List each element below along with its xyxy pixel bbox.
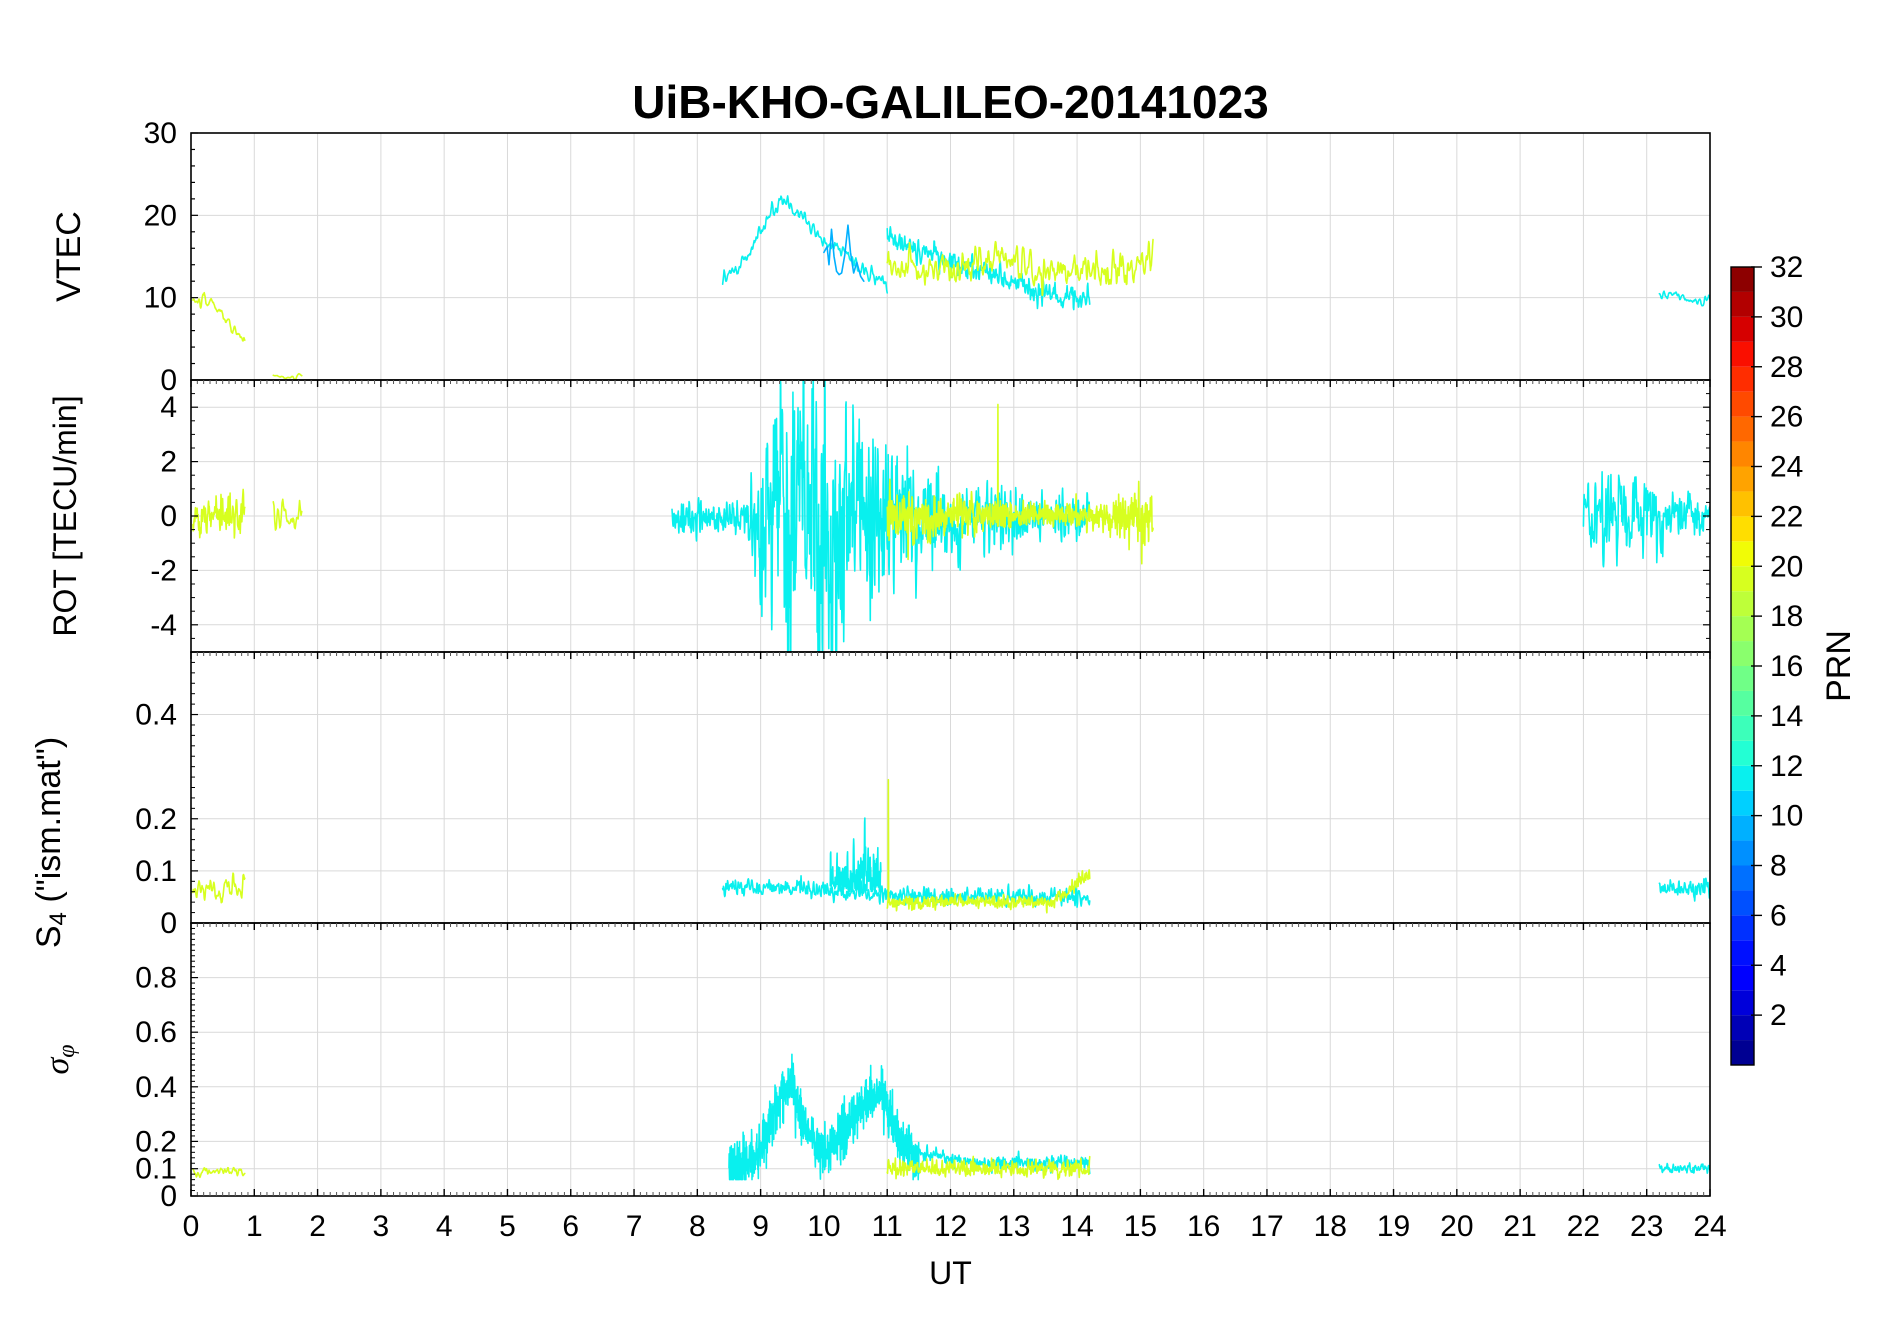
svg-text:0.2: 0.2 — [135, 803, 177, 836]
svg-text:4: 4 — [1770, 949, 1787, 982]
svg-text:16: 16 — [1187, 1210, 1220, 1243]
svg-text:12: 12 — [934, 1210, 967, 1243]
svg-text:VTEC: VTEC — [50, 211, 88, 302]
svg-text:22: 22 — [1567, 1210, 1600, 1243]
svg-text:9: 9 — [752, 1210, 769, 1243]
svg-text:PRN: PRN — [1820, 630, 1858, 702]
svg-text:-4: -4 — [150, 609, 177, 642]
svg-text:0.4: 0.4 — [135, 699, 177, 732]
svg-text:ROT [TECU/min]: ROT [TECU/min] — [47, 395, 83, 636]
svg-text:6: 6 — [1770, 899, 1787, 932]
svg-text:0: 0 — [160, 907, 177, 940]
svg-text:10: 10 — [807, 1210, 840, 1243]
svg-text:20: 20 — [1440, 1210, 1473, 1243]
svg-text:15: 15 — [1124, 1210, 1157, 1243]
svg-text:32: 32 — [1770, 251, 1803, 284]
svg-text:4: 4 — [436, 1210, 453, 1243]
svg-text:23: 23 — [1630, 1210, 1663, 1243]
svg-text:0: 0 — [160, 500, 177, 533]
svg-text:0.8: 0.8 — [135, 962, 177, 995]
svg-text:24: 24 — [1770, 451, 1803, 484]
svg-text:16: 16 — [1770, 650, 1803, 683]
svg-text:2: 2 — [309, 1210, 326, 1243]
svg-text:8: 8 — [1770, 850, 1787, 883]
svg-text:21: 21 — [1503, 1210, 1536, 1243]
svg-text:0.6: 0.6 — [135, 1016, 177, 1049]
svg-text:22: 22 — [1770, 500, 1803, 533]
svg-text:7: 7 — [626, 1210, 643, 1243]
svg-text:3: 3 — [373, 1210, 390, 1243]
svg-text:30: 30 — [1770, 301, 1803, 334]
svg-text:14: 14 — [1770, 700, 1803, 733]
svg-text:2: 2 — [160, 446, 177, 479]
svg-text:24: 24 — [1693, 1210, 1726, 1243]
svg-text:18: 18 — [1770, 600, 1803, 633]
svg-text:20: 20 — [1770, 550, 1803, 583]
svg-text:19: 19 — [1377, 1210, 1410, 1243]
svg-text:28: 28 — [1770, 351, 1803, 384]
svg-text:30: 30 — [144, 117, 177, 150]
svg-text:0.1: 0.1 — [135, 855, 177, 888]
svg-text:12: 12 — [1770, 750, 1803, 783]
svg-text:18: 18 — [1314, 1210, 1347, 1243]
svg-text:0.2: 0.2 — [135, 1125, 177, 1158]
svg-text:13: 13 — [997, 1210, 1030, 1243]
svg-text:26: 26 — [1770, 401, 1803, 434]
svg-text:2: 2 — [1770, 999, 1787, 1032]
svg-text:10: 10 — [1770, 800, 1803, 833]
svg-text:8: 8 — [689, 1210, 706, 1243]
svg-text:1: 1 — [246, 1210, 263, 1243]
svg-text:0.4: 0.4 — [135, 1071, 177, 1104]
svg-text:0: 0 — [183, 1210, 200, 1243]
svg-text:UiB-KHO-GALILEO-20141023: UiB-KHO-GALILEO-20141023 — [632, 76, 1269, 128]
svg-text:6: 6 — [562, 1210, 579, 1243]
svg-text:5: 5 — [499, 1210, 516, 1243]
svg-text:11: 11 — [872, 1210, 903, 1243]
svg-text:10: 10 — [144, 282, 177, 315]
svg-text:14: 14 — [1060, 1210, 1093, 1243]
svg-text:-2: -2 — [150, 554, 177, 587]
svg-text:17: 17 — [1250, 1210, 1283, 1243]
svg-text:4: 4 — [160, 391, 177, 424]
svg-text:20: 20 — [144, 199, 177, 232]
svg-text:UT: UT — [929, 1255, 972, 1291]
